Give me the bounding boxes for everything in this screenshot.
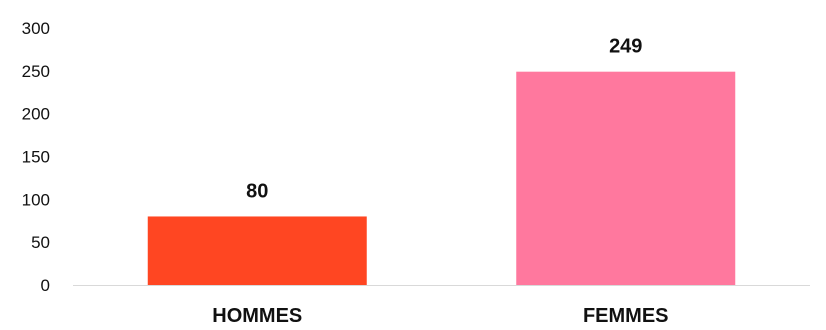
data-labels: 80 249 bbox=[246, 36, 642, 203]
category-labels: HOMMES FEMMES bbox=[212, 305, 668, 327]
y-tick-label: 0 bbox=[41, 276, 50, 295]
y-axis-ticks: 0 50 100 150 200 250 300 bbox=[22, 19, 50, 295]
data-label-femmes: 249 bbox=[609, 36, 642, 58]
y-tick-label: 250 bbox=[22, 62, 50, 81]
bar-femmes bbox=[516, 71, 736, 285]
y-tick-label: 150 bbox=[22, 148, 50, 167]
y-tick-label: 100 bbox=[22, 190, 50, 209]
bar-hommes bbox=[147, 216, 367, 285]
category-label-femmes: FEMMES bbox=[583, 305, 669, 327]
y-tick-label: 300 bbox=[22, 19, 50, 38]
data-label-hommes: 80 bbox=[246, 180, 268, 202]
bars bbox=[147, 71, 736, 285]
y-tick-label: 50 bbox=[31, 233, 50, 252]
category-label-hommes: HOMMES bbox=[212, 305, 302, 327]
y-tick-label: 200 bbox=[22, 105, 50, 124]
